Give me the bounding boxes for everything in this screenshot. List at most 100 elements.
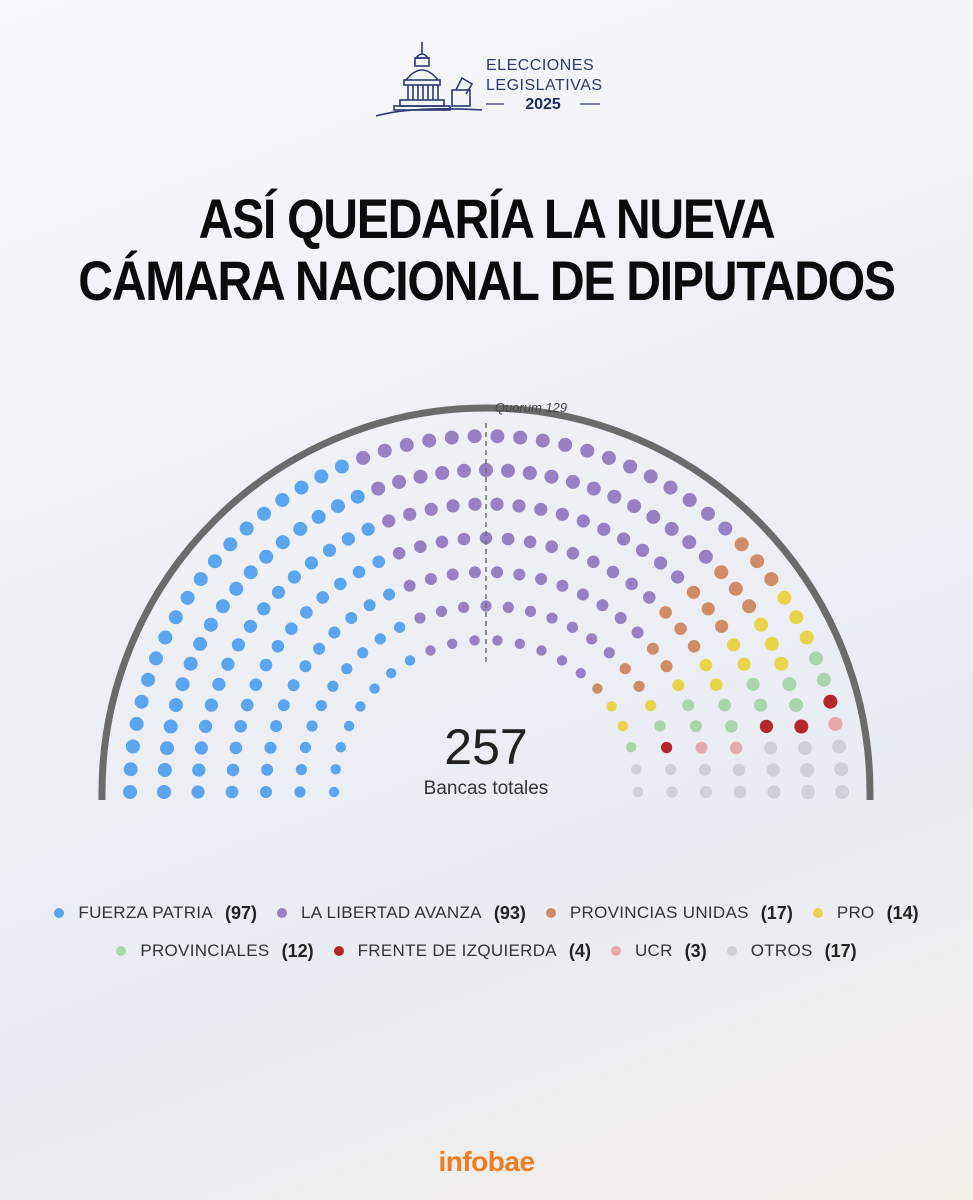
- seat-dot: [759, 719, 774, 733]
- seat-dot: [523, 535, 537, 549]
- seat-dot: [316, 591, 330, 604]
- seat-dot: [271, 640, 285, 653]
- seat-dot: [746, 677, 760, 691]
- seat-dot: [682, 493, 697, 507]
- seat-dot: [654, 720, 666, 732]
- seat-dot: [141, 672, 156, 687]
- seat-dot: [315, 700, 327, 712]
- seat-dot: [392, 547, 406, 560]
- legend-item: PRO (14): [812, 903, 919, 924]
- seat-dot: [192, 763, 206, 777]
- seat-dot: [732, 763, 746, 777]
- seat-dot: [555, 507, 569, 521]
- seat-dot: [180, 590, 195, 605]
- page-title: ASÍ QUEDARÍA LA NUEVA CÁMARA NACIONAL DE…: [0, 188, 973, 312]
- seat-dot: [834, 762, 849, 777]
- seat-dot: [386, 668, 397, 679]
- seat-dot: [215, 599, 230, 614]
- seat-dot: [287, 570, 301, 584]
- seat-dot: [234, 720, 247, 733]
- seat-dot: [699, 658, 713, 672]
- seat-dot: [544, 469, 559, 484]
- legend-dot: [726, 946, 737, 956]
- seat-dot: [631, 764, 642, 775]
- seat-dot: [666, 786, 678, 798]
- seat-dot: [643, 469, 658, 484]
- seat-dot: [764, 741, 778, 755]
- total-seats-label: Bancas totales: [424, 778, 549, 799]
- seat-dot: [767, 785, 781, 799]
- seat-dot: [633, 680, 645, 692]
- seat-dot: [295, 764, 307, 776]
- seat-dot: [191, 785, 205, 799]
- seat-dot: [446, 568, 459, 581]
- seat-dot: [447, 638, 458, 649]
- capitol-dome-icon: [375, 42, 600, 117]
- total-seats-value: 257: [444, 719, 527, 775]
- seat-dot: [734, 537, 749, 552]
- legend-item: OTROS (17): [726, 941, 857, 962]
- seat-dot: [718, 698, 731, 712]
- hemicycle-arc: [98, 404, 874, 800]
- seat-dot: [742, 599, 757, 614]
- seat-dot: [672, 679, 685, 692]
- seat-dot: [212, 677, 226, 691]
- legend-item: FRENTE DE IZQUIERDA (4): [333, 940, 591, 962]
- seat-dot: [341, 663, 353, 675]
- seat-dot: [294, 480, 309, 495]
- seat-dot: [661, 741, 673, 754]
- seat-dot: [828, 716, 843, 731]
- seat-dot: [627, 499, 642, 514]
- seat-dot: [789, 698, 804, 713]
- seat-dot: [733, 785, 747, 799]
- seat-dot: [782, 677, 797, 692]
- seat-dot: [689, 720, 702, 733]
- seat-dot: [512, 499, 526, 513]
- seat-dot: [566, 547, 580, 560]
- seat-dot: [698, 763, 711, 776]
- seat-dot: [798, 741, 812, 756]
- seat-dot: [330, 764, 341, 775]
- seat-dot: [259, 549, 274, 564]
- seat-dot: [328, 626, 341, 639]
- seat-dot: [535, 573, 548, 585]
- seat-dot: [399, 437, 414, 452]
- legend-count: (4): [568, 940, 591, 961]
- seat-dot: [239, 521, 254, 536]
- seat-dot: [226, 763, 240, 777]
- seat-dot: [199, 719, 213, 733]
- legend-name: LA LIBERTAD AVANZA: [301, 903, 482, 922]
- seat-dot: [123, 785, 137, 799]
- seat-dot: [682, 699, 695, 712]
- seat-dot: [665, 764, 677, 776]
- legend-item: PROVINCIAS UNIDAS (17): [545, 903, 793, 924]
- seat-dot: [328, 786, 340, 798]
- seat-dot: [299, 741, 311, 754]
- seat-dot: [645, 700, 657, 712]
- seat-dot: [766, 763, 780, 777]
- seat-dot: [626, 742, 637, 753]
- seat-dot: [631, 626, 644, 639]
- seat-dot: [789, 610, 804, 625]
- seat-dot: [695, 741, 708, 754]
- seat-dot: [413, 469, 428, 484]
- seat-dot: [750, 554, 765, 569]
- seat-dot: [728, 581, 743, 596]
- seat-dot: [607, 489, 622, 504]
- seat-dot: [643, 591, 656, 604]
- seat-dot: [300, 606, 313, 619]
- legend-name: UCR: [634, 941, 673, 960]
- seat-dot: [194, 741, 208, 755]
- seat-dot: [249, 678, 263, 691]
- seat-dot: [425, 645, 436, 656]
- seat-dot: [457, 532, 471, 546]
- seat-dot: [606, 565, 620, 579]
- seat-dot: [129, 716, 144, 731]
- seat-dot: [330, 499, 345, 514]
- seat-dot: [534, 502, 548, 516]
- seat-dot: [674, 622, 687, 635]
- seat-dot: [204, 698, 218, 712]
- seat-dot: [794, 719, 809, 734]
- seat-dot: [632, 786, 644, 798]
- seat-dot: [414, 540, 427, 553]
